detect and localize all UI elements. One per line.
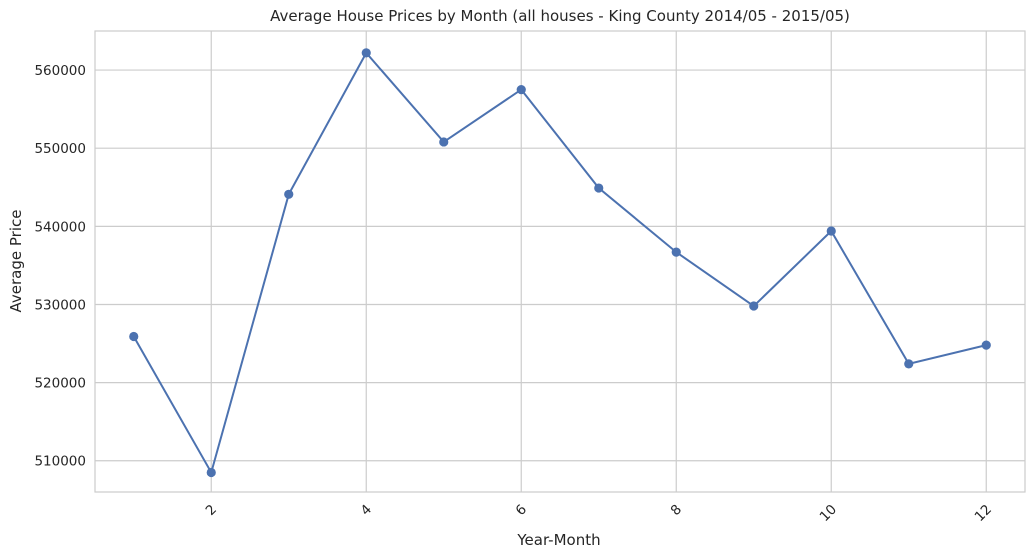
y-gridlines	[95, 69, 1025, 462]
x-tick-label: 4	[358, 502, 375, 519]
series-line	[132, 51, 987, 476]
data-point	[904, 359, 914, 369]
y-tick-label: 530000	[34, 297, 86, 313]
x-tick-label: 8	[668, 502, 685, 519]
y-tick-labels: 510000 520000 530000 540000 550000 560000	[34, 63, 86, 470]
data-point	[981, 340, 991, 350]
x-tick-label: 12	[972, 502, 995, 525]
plot-frame	[94, 30, 1026, 493]
y-tick-label: 550000	[34, 141, 86, 157]
y-tick-label: 540000	[34, 219, 86, 235]
x-axis-label: Year-Month	[516, 531, 600, 549]
data-point	[284, 189, 294, 199]
y-tick-label: 560000	[34, 63, 86, 79]
x-tick-label: 6	[513, 502, 530, 519]
data-point	[671, 247, 681, 257]
data-point	[439, 137, 449, 147]
data-point	[749, 301, 759, 311]
series-group	[129, 48, 991, 478]
y-tick-label: 520000	[34, 376, 86, 392]
data-point	[206, 467, 216, 478]
x-tick-label: 10	[817, 502, 840, 525]
data-point	[361, 48, 371, 58]
x-tick-labels: 2 4 6 8 10 12	[203, 502, 995, 525]
chart-title: Average House Prices by Month (all house…	[270, 7, 850, 25]
data-point	[129, 331, 139, 342]
y-tick-label: 510000	[34, 454, 86, 470]
data-point	[516, 85, 526, 95]
data-point	[826, 226, 836, 236]
data-point	[594, 183, 604, 193]
x-tick-label: 2	[203, 502, 220, 519]
y-axis-label: Average Price	[7, 210, 25, 313]
x-gridlines	[210, 31, 987, 492]
